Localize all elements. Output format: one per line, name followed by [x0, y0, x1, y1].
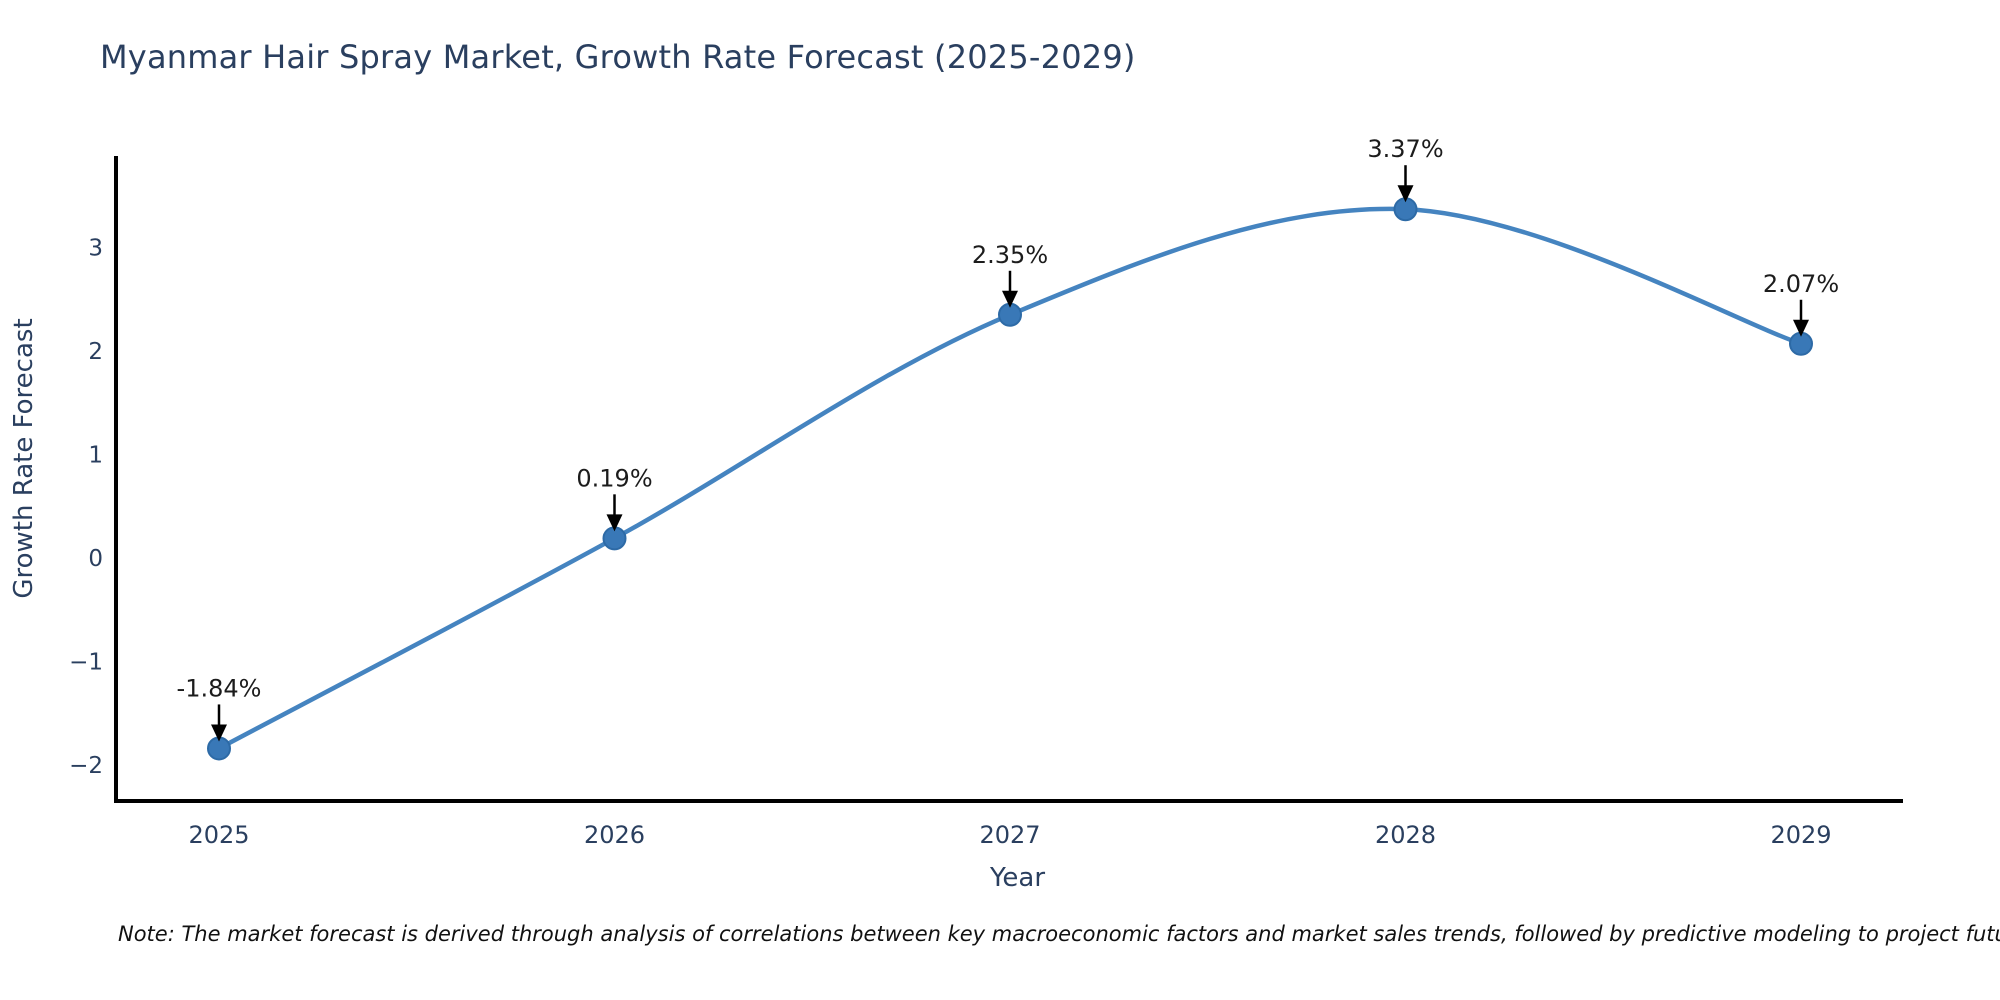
data-point-label: -1.84%	[177, 674, 262, 702]
data-point-label: 2.35%	[972, 241, 1048, 269]
y-tick-label: 1	[88, 443, 103, 469]
y-axis-title: Growth Rate Forecast	[9, 318, 39, 598]
annotation-arrowhead-icon	[211, 724, 227, 742]
chart-title: Myanmar Hair Spray Market, Growth Rate F…	[100, 38, 1136, 76]
y-tick-label: 0	[88, 546, 103, 572]
x-tick-label: 2026	[584, 821, 645, 849]
y-tick-label: 2	[88, 339, 103, 365]
x-tick-label: 2025	[188, 821, 249, 849]
data-point-label: 0.19%	[576, 464, 652, 492]
annotation-arrowhead-icon	[1397, 185, 1414, 203]
x-axis-title: Year	[989, 863, 1045, 893]
annotation-arrowhead-icon	[1002, 290, 1018, 308]
data-point-label: 3.37%	[1367, 135, 1443, 163]
x-tick-label: 2029	[1770, 821, 1831, 849]
y-tick-label: 3	[88, 236, 103, 262]
y-tick-label: −2	[69, 753, 103, 779]
annotation-arrowhead-icon	[1793, 319, 1809, 337]
data-point-label: 2.07%	[1763, 270, 1839, 298]
footnote: Note: The market forecast is derived thr…	[118, 922, 2000, 946]
x-tick-label: 2027	[979, 821, 1040, 849]
annotation-arrowhead-icon	[606, 514, 623, 532]
x-tick-label: 2028	[1375, 821, 1436, 849]
y-tick-label: −1	[69, 650, 103, 676]
